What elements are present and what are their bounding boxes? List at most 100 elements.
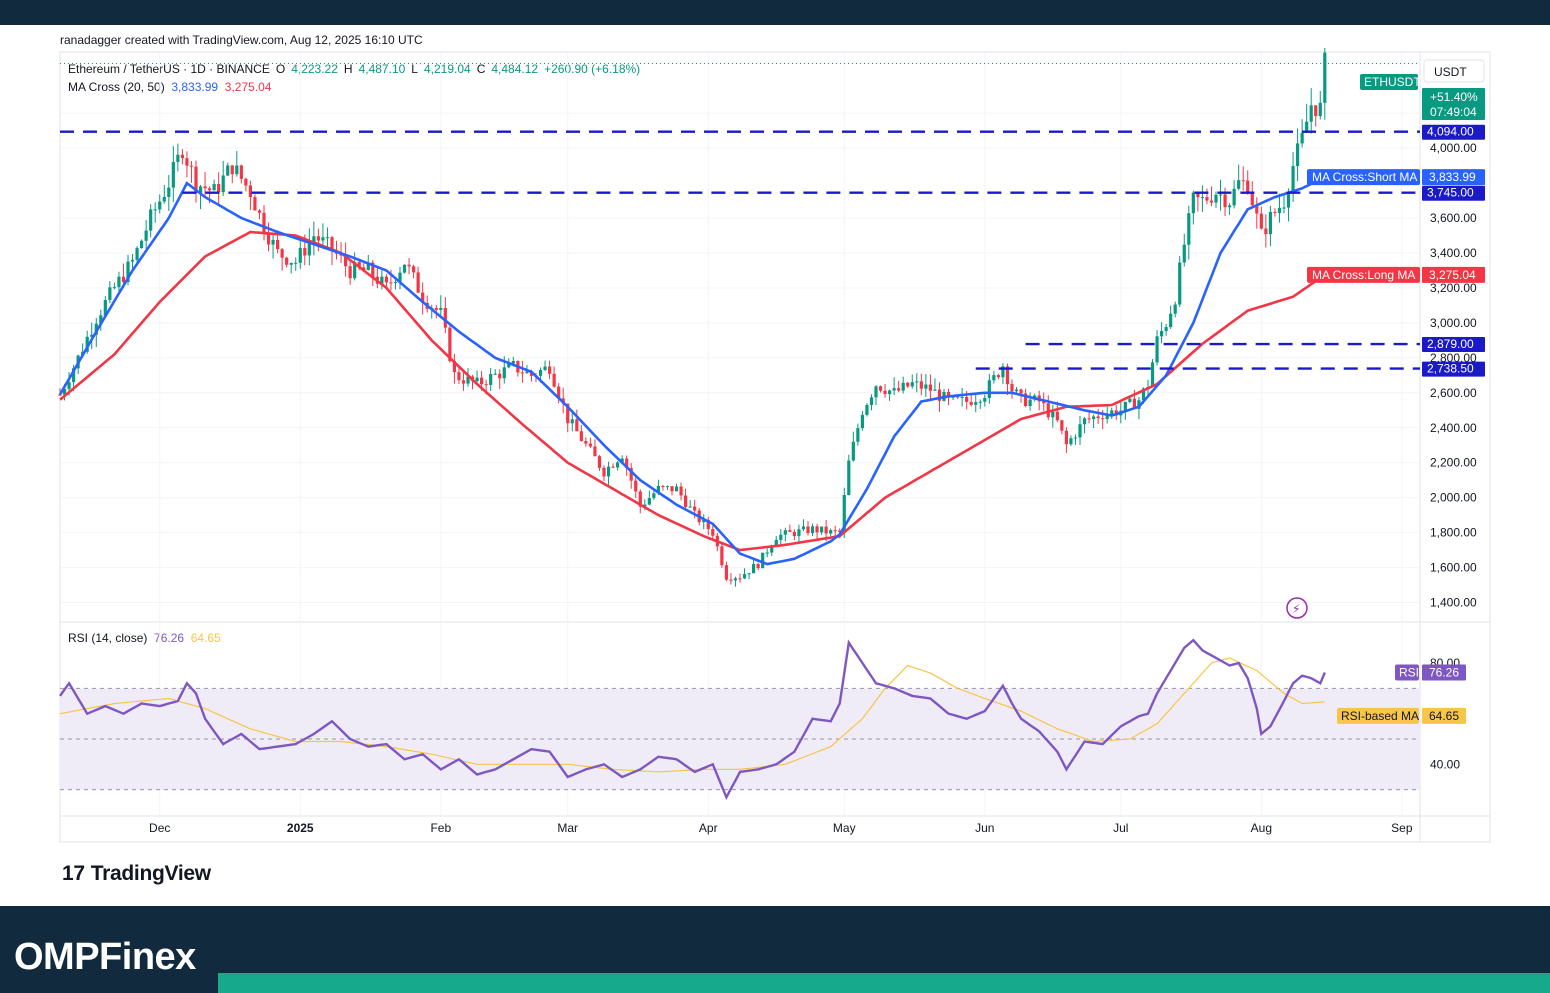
- ma-legend[interactable]: MA Cross (20, 50) 3,833.99 3,275.04: [68, 80, 271, 94]
- ma-value-text: 3,833.99: [1429, 170, 1476, 184]
- candle-body: [924, 384, 928, 389]
- candle-body: [960, 396, 964, 398]
- candle-body: [203, 186, 207, 189]
- ma-long-line: [59, 230, 1326, 552]
- candle-body: [824, 526, 828, 534]
- low-value: 4,219.04: [423, 62, 471, 76]
- candle-body: [761, 552, 765, 569]
- candle-body: [457, 372, 461, 381]
- time-tick-label: Feb: [430, 821, 451, 835]
- candle-body: [62, 388, 67, 395]
- candle-body: [244, 178, 248, 186]
- candle-body: [1155, 336, 1159, 363]
- level-price-tag: [1422, 124, 1485, 140]
- candle-body: [85, 336, 89, 352]
- candle-body: [1268, 211, 1272, 235]
- candle-body: [874, 386, 878, 398]
- candle-body: [1223, 194, 1227, 208]
- candle-body: [806, 526, 810, 534]
- candle-body: [194, 166, 198, 193]
- candle-body: [611, 466, 615, 468]
- candle-body: [285, 257, 289, 265]
- candle-body: [919, 381, 923, 389]
- candle-body: [910, 382, 914, 387]
- candle-body: [602, 467, 606, 477]
- candle-body: [276, 239, 280, 250]
- candle-body: [901, 382, 905, 391]
- ma-name-text: MA Cross:Long MA: [1312, 268, 1415, 282]
- currency-box: [1423, 59, 1485, 83]
- candle-body: [665, 486, 670, 488]
- candle-body: [475, 377, 479, 382]
- candle-body: [344, 255, 348, 267]
- candle-body: [307, 242, 311, 256]
- candle-body: [480, 377, 484, 385]
- rsi-tick-label: 40.00: [1430, 757, 1460, 771]
- candle-body: [1182, 244, 1186, 263]
- tradingview-logo-icon: 17: [62, 862, 85, 885]
- level-price-tag: [1422, 361, 1485, 377]
- candle-body: [412, 266, 416, 273]
- candle-body: [1110, 410, 1114, 415]
- ma-value-tag: [1422, 266, 1485, 283]
- replay-icon: [1286, 597, 1308, 619]
- candle-body: [330, 237, 334, 251]
- candle-body: [616, 462, 620, 468]
- candle-body: [72, 368, 76, 383]
- candle-body: [507, 363, 511, 368]
- candle-body: [702, 519, 706, 523]
- candle-body: [747, 573, 751, 575]
- candle-body: [756, 564, 760, 569]
- candle-body: [466, 376, 470, 384]
- bar-countdown-text: 07:49:04: [1430, 105, 1477, 119]
- candle-body: [752, 564, 756, 574]
- candle-body: [860, 414, 864, 429]
- candle-body: [321, 237, 325, 241]
- rsi-ma-value-text: 64.65: [1429, 709, 1459, 723]
- candle-body: [1051, 411, 1055, 418]
- candle-body: [357, 261, 361, 268]
- candle-body: [443, 307, 447, 328]
- candle-body: [1046, 403, 1050, 418]
- candle-body: [638, 491, 642, 507]
- candle-body: [1137, 400, 1141, 409]
- candle-body: [235, 165, 239, 175]
- candle-body: [1246, 180, 1250, 193]
- candle-body: [1309, 105, 1313, 122]
- candle-body: [869, 397, 874, 405]
- candle-body: [838, 530, 842, 533]
- candle-body: [1132, 398, 1136, 409]
- candle-body: [398, 272, 402, 282]
- time-tick-label: May: [833, 821, 856, 835]
- time-tick-label: Sep: [1391, 821, 1413, 835]
- candle-body: [629, 468, 633, 481]
- currency-label: USDT: [1434, 65, 1467, 79]
- candle-body: [1055, 411, 1059, 421]
- low-label: L: [411, 62, 418, 76]
- candle-body: [353, 261, 357, 279]
- candle-body: [797, 529, 801, 537]
- rsi-legend[interactable]: RSI (14, close) 76.26 64.65: [68, 631, 221, 645]
- level-price-text: 3,745.00: [1427, 186, 1474, 200]
- candle-body: [584, 441, 588, 444]
- candle-body: [1273, 211, 1277, 213]
- candle-body: [597, 456, 602, 468]
- candle-body: [1300, 132, 1304, 144]
- candle-body: [498, 373, 502, 379]
- rsi-name: RSI (14, close): [68, 631, 148, 645]
- candle-body: [294, 262, 298, 264]
- candle-body: [316, 236, 320, 241]
- candle-body: [1069, 438, 1073, 445]
- candle-body: [788, 530, 792, 532]
- candle-body: [371, 262, 375, 277]
- symbol-name[interactable]: Ethereum / TetherUS · 1D · BINANCE: [68, 62, 270, 76]
- candle-body: [1042, 401, 1046, 404]
- candle-body: [1205, 197, 1209, 201]
- candle-body: [770, 546, 774, 553]
- candle-body: [969, 401, 973, 405]
- rsi-name-text: RSI: [1399, 665, 1419, 679]
- price-tick-label: 3,400.00: [1430, 246, 1477, 260]
- open-value: 4,223.22: [291, 62, 338, 76]
- candle-body: [1164, 327, 1168, 331]
